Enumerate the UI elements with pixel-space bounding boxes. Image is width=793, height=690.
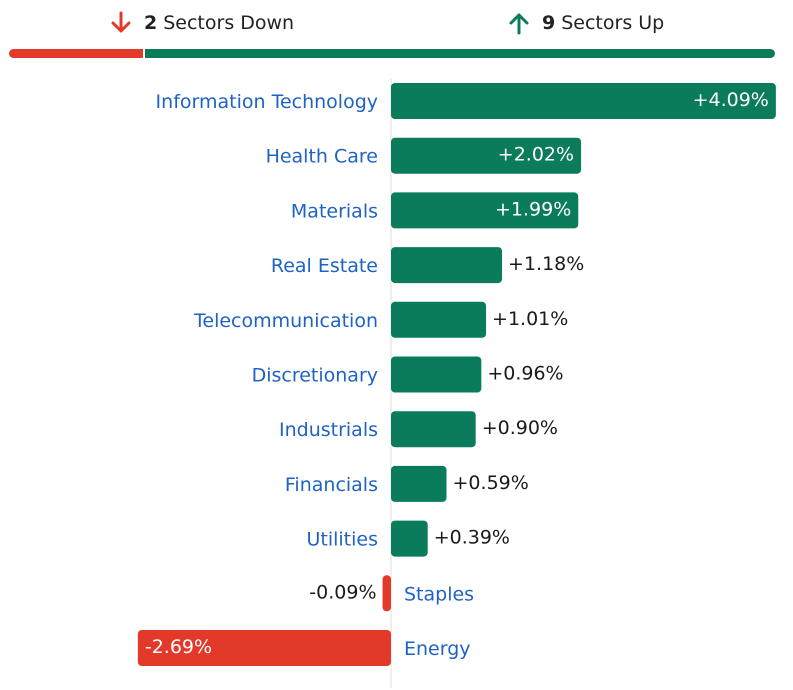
sectors-down-count: 2 <box>144 12 158 34</box>
bar-energy <box>137 630 391 666</box>
sectors-up-count: 9 <box>542 12 556 34</box>
bar-discretionary <box>391 356 482 393</box>
bar-staples <box>382 575 391 612</box>
category-label-materials: Materials <box>291 200 378 222</box>
bar-telecommunication <box>391 301 487 338</box>
category-label-utilities: Utilities <box>306 529 378 551</box>
value-label-health-care: +2.02% <box>498 144 574 166</box>
category-label-industrials: Industrials <box>279 419 378 441</box>
sectors-down-summary: 2 Sectors Down <box>110 8 294 38</box>
sectors-up-summary: 9 Sectors Up <box>508 8 664 38</box>
sectors-down-text: Sectors Down <box>163 12 295 34</box>
value-label-telecommunication: +1.01% <box>492 308 568 330</box>
value-label-utilities: +0.39% <box>434 527 510 549</box>
value-label-real-estate: +1.18% <box>508 253 584 275</box>
category-label-energy: Energy <box>404 638 471 660</box>
sectors-down-proportion-bar <box>9 49 143 58</box>
sectors-up-text: Sectors Up <box>561 12 665 34</box>
bar-utilities <box>391 520 428 557</box>
value-label-staples: -0.09% <box>309 581 376 603</box>
value-label-information-technology: +4.09% <box>693 89 769 111</box>
category-label-information-technology: Information Technology <box>156 91 378 113</box>
category-label-discretionary: Discretionary <box>252 365 378 387</box>
sectors-up-proportion-bar <box>145 49 775 58</box>
bar-financials <box>391 465 447 502</box>
value-label-discretionary: +0.96% <box>487 363 563 385</box>
value-label-industrials: +0.90% <box>482 417 558 439</box>
category-label-real-estate: Real Estate <box>271 255 378 277</box>
category-label-telecommunication: Telecommunication <box>193 310 378 332</box>
bar-industrials <box>391 411 476 448</box>
value-label-materials: +1.99% <box>495 198 571 220</box>
arrow-down-icon <box>111 11 131 33</box>
value-label-energy: -2.69% <box>145 636 212 658</box>
bar-real-estate <box>391 247 503 284</box>
bar-materials <box>391 192 579 229</box>
bar-information-technology <box>391 83 776 119</box>
category-label-health-care: Health Care <box>266 146 378 168</box>
arrow-up-icon <box>509 13 529 35</box>
category-label-financials: Financials <box>285 474 378 496</box>
bar-health-care <box>391 137 582 174</box>
category-label-staples: Staples <box>404 583 474 605</box>
value-label-financials: +0.59% <box>453 472 529 494</box>
